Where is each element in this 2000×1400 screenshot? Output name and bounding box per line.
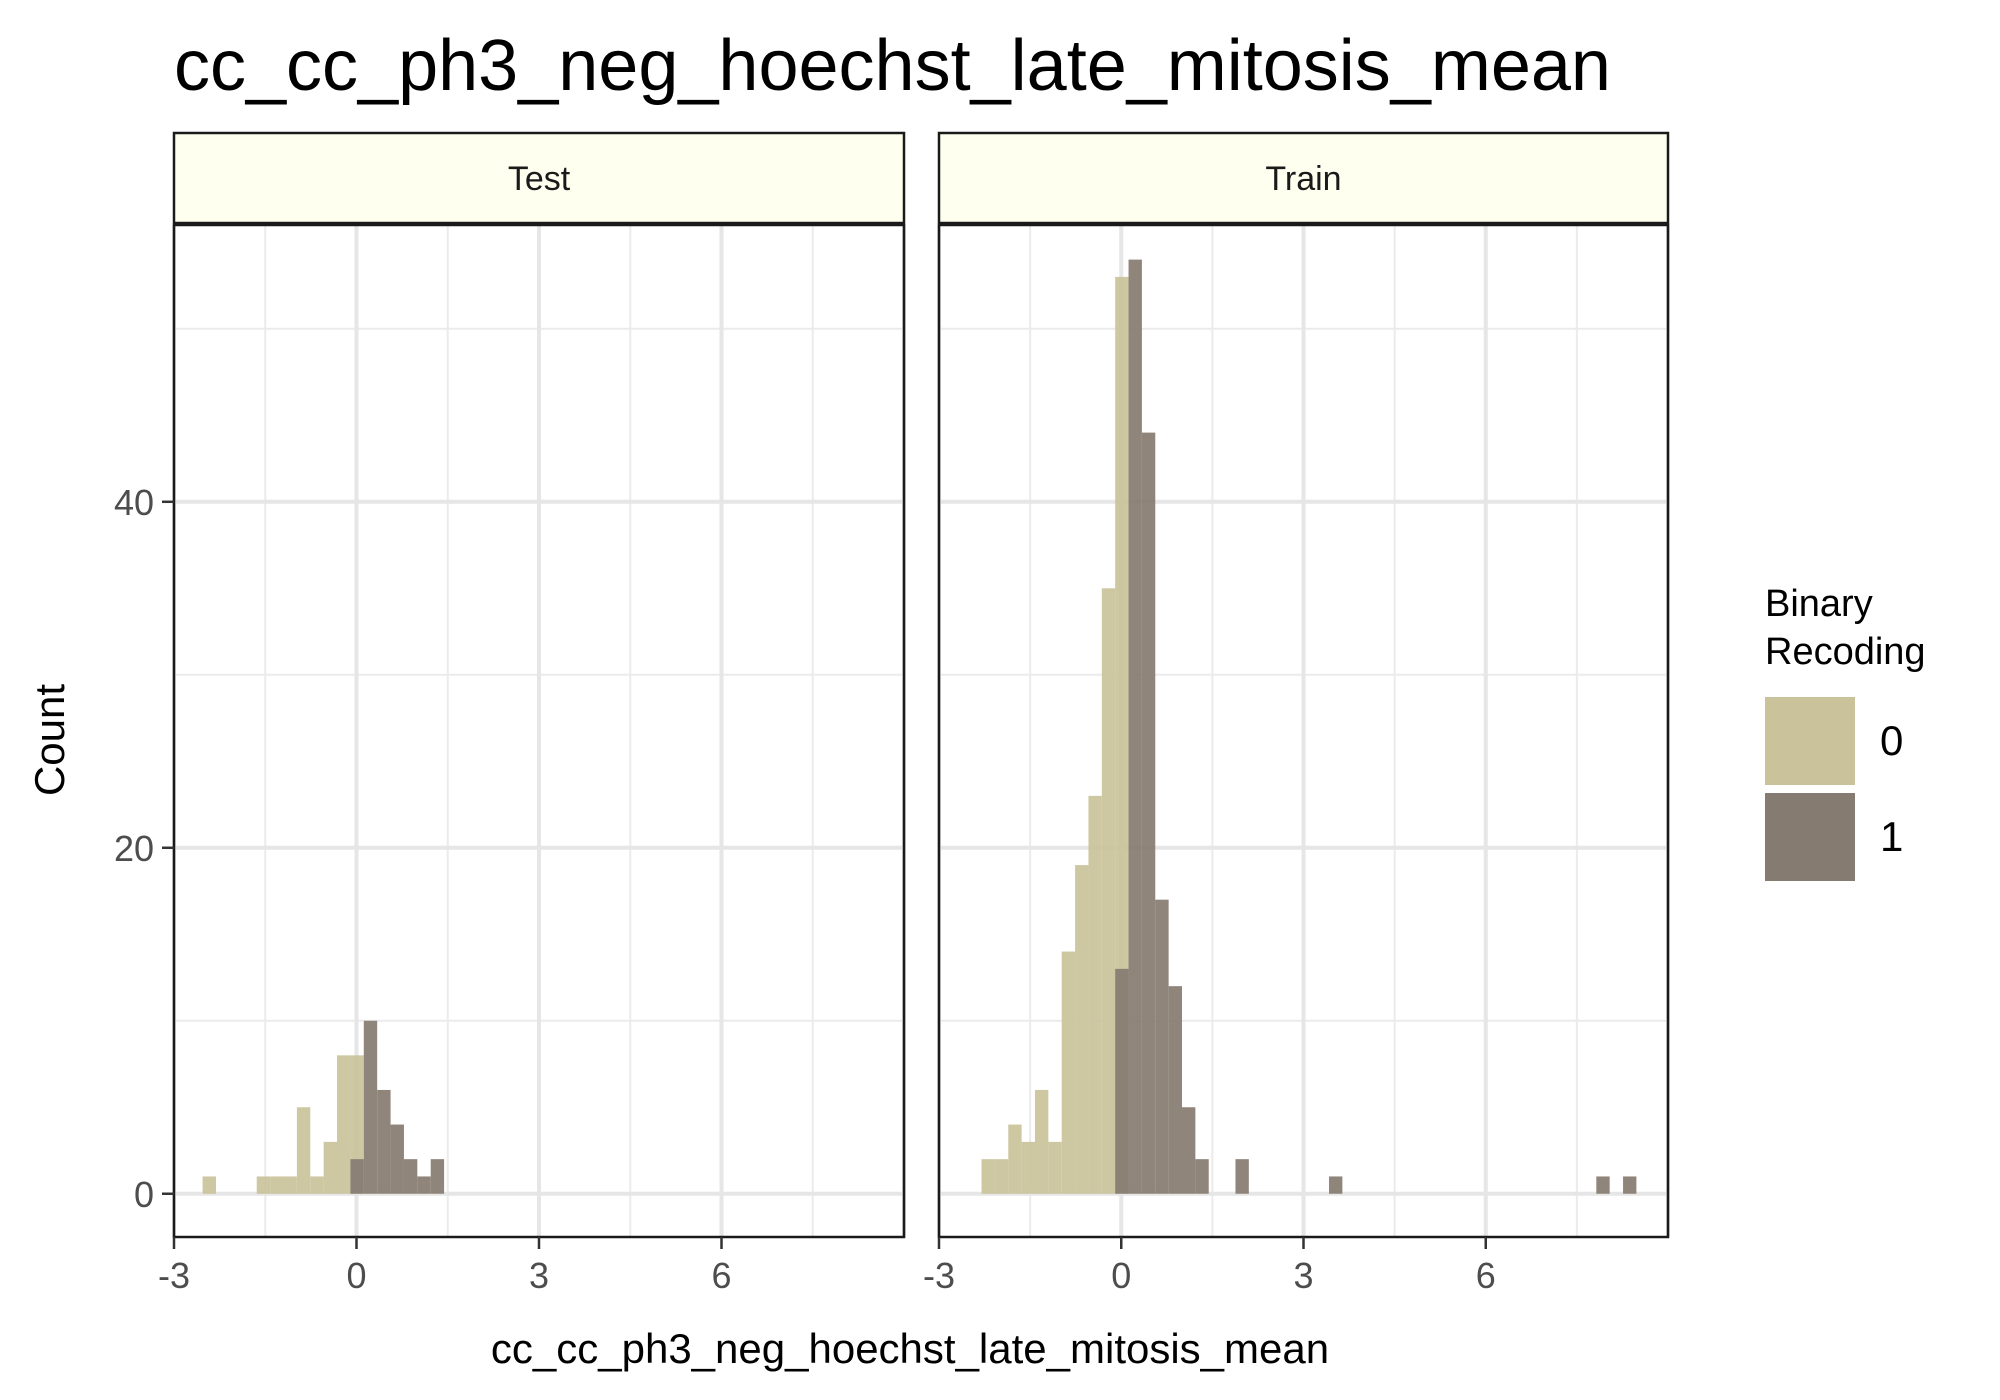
facet-strip bbox=[937, 131, 1670, 225]
legend-title-line: Recoding bbox=[1765, 631, 1926, 673]
histogram-bar-0 bbox=[1061, 951, 1076, 1194]
legend-label-1: 1 bbox=[1880, 813, 1903, 860]
histogram-bar-0 bbox=[283, 1176, 297, 1194]
facet-panels: Test -3 0 3 6 Train -3 0 3 6 bbox=[158, 131, 1670, 1296]
histogram-bar-0 bbox=[270, 1176, 284, 1194]
chart-title: cc_cc_ph3_neg_hoechst_late_mitosis_mean bbox=[174, 26, 1611, 106]
histogram-bar-0 bbox=[1115, 276, 1129, 1194]
histogram-bar-0 bbox=[256, 1176, 271, 1194]
histogram-bar-1 bbox=[1115, 968, 1129, 1194]
histogram-bar-0 bbox=[296, 1107, 311, 1194]
histogram-bar-1 bbox=[1168, 986, 1182, 1194]
histogram-bar-0 bbox=[1008, 1124, 1022, 1194]
histogram-bar-1 bbox=[1182, 1107, 1196, 1194]
facet-strip bbox=[172, 131, 906, 225]
y-tick-label: 20 bbox=[114, 828, 154, 869]
histogram-bar-1 bbox=[1128, 259, 1142, 1194]
histogram-bar-1 bbox=[350, 1159, 364, 1194]
x-tick-label: 6 bbox=[711, 1255, 731, 1296]
x-tick-label: -3 bbox=[158, 1255, 190, 1296]
y-axis-title: Count bbox=[26, 684, 73, 796]
histogram-bar-0 bbox=[1021, 1141, 1035, 1194]
histogram-bar-1 bbox=[390, 1124, 404, 1194]
histogram-bar-0 bbox=[981, 1159, 995, 1194]
histogram-bar-0 bbox=[1101, 588, 1116, 1194]
histogram-bar-1 bbox=[1596, 1176, 1610, 1194]
y-tick-label: 40 bbox=[114, 482, 154, 523]
histogram-bar-0 bbox=[323, 1141, 338, 1194]
histogram-bar-0 bbox=[1034, 1089, 1049, 1194]
histogram-bar-0 bbox=[310, 1176, 324, 1194]
histogram-bar-1 bbox=[1195, 1159, 1209, 1194]
legend: Binary Recoding 0 1 bbox=[1765, 583, 1926, 881]
histogram-bar-1 bbox=[363, 1020, 378, 1194]
histogram-bar-0 bbox=[1088, 795, 1102, 1194]
histogram-bar-0 bbox=[202, 1176, 216, 1194]
histogram-bar-1 bbox=[1155, 899, 1169, 1194]
y-tick-label: 0 bbox=[134, 1174, 154, 1215]
x-tick-label: -3 bbox=[923, 1255, 955, 1296]
histogram-bar-1 bbox=[1235, 1159, 1249, 1194]
legend-key-1 bbox=[1765, 793, 1855, 881]
histogram-bar-1 bbox=[1329, 1176, 1343, 1194]
x-tick-label: 0 bbox=[1111, 1255, 1131, 1296]
x-tick-label: 3 bbox=[1293, 1255, 1313, 1296]
x-tick-label: 3 bbox=[529, 1255, 549, 1296]
histogram-bar-0 bbox=[1075, 865, 1089, 1194]
histogram-bar-1 bbox=[403, 1159, 418, 1194]
legend-title-line: Binary bbox=[1765, 583, 1873, 625]
histogram-bar-0 bbox=[1048, 1141, 1062, 1194]
histogram-bar-1 bbox=[1141, 432, 1156, 1194]
histogram-bar-1 bbox=[377, 1089, 391, 1194]
histogram-bar-0 bbox=[994, 1159, 1009, 1194]
facet-strip-label: Train bbox=[1265, 160, 1341, 198]
legend-key-0 bbox=[1765, 697, 1855, 785]
facet-panel-train: Train -3 0 3 6 bbox=[923, 131, 1670, 1296]
histogram-bar-0 bbox=[337, 1055, 351, 1194]
y-axis: 0 20 40 bbox=[114, 482, 174, 1215]
histogram-bar-1 bbox=[1623, 1176, 1637, 1194]
facet-strip-label: Test bbox=[508, 160, 571, 198]
x-axis-title: cc_cc_ph3_neg_hoechst_late_mitosis_mean bbox=[491, 1325, 1329, 1372]
histogram-bar-1 bbox=[417, 1176, 431, 1194]
legend-label-0: 0 bbox=[1880, 717, 1903, 764]
x-tick-label: 6 bbox=[1476, 1255, 1496, 1296]
x-tick-label: 0 bbox=[346, 1255, 366, 1296]
facet-panel-test: Test -3 0 3 6 bbox=[158, 131, 906, 1296]
histogram-bar-1 bbox=[430, 1159, 445, 1194]
